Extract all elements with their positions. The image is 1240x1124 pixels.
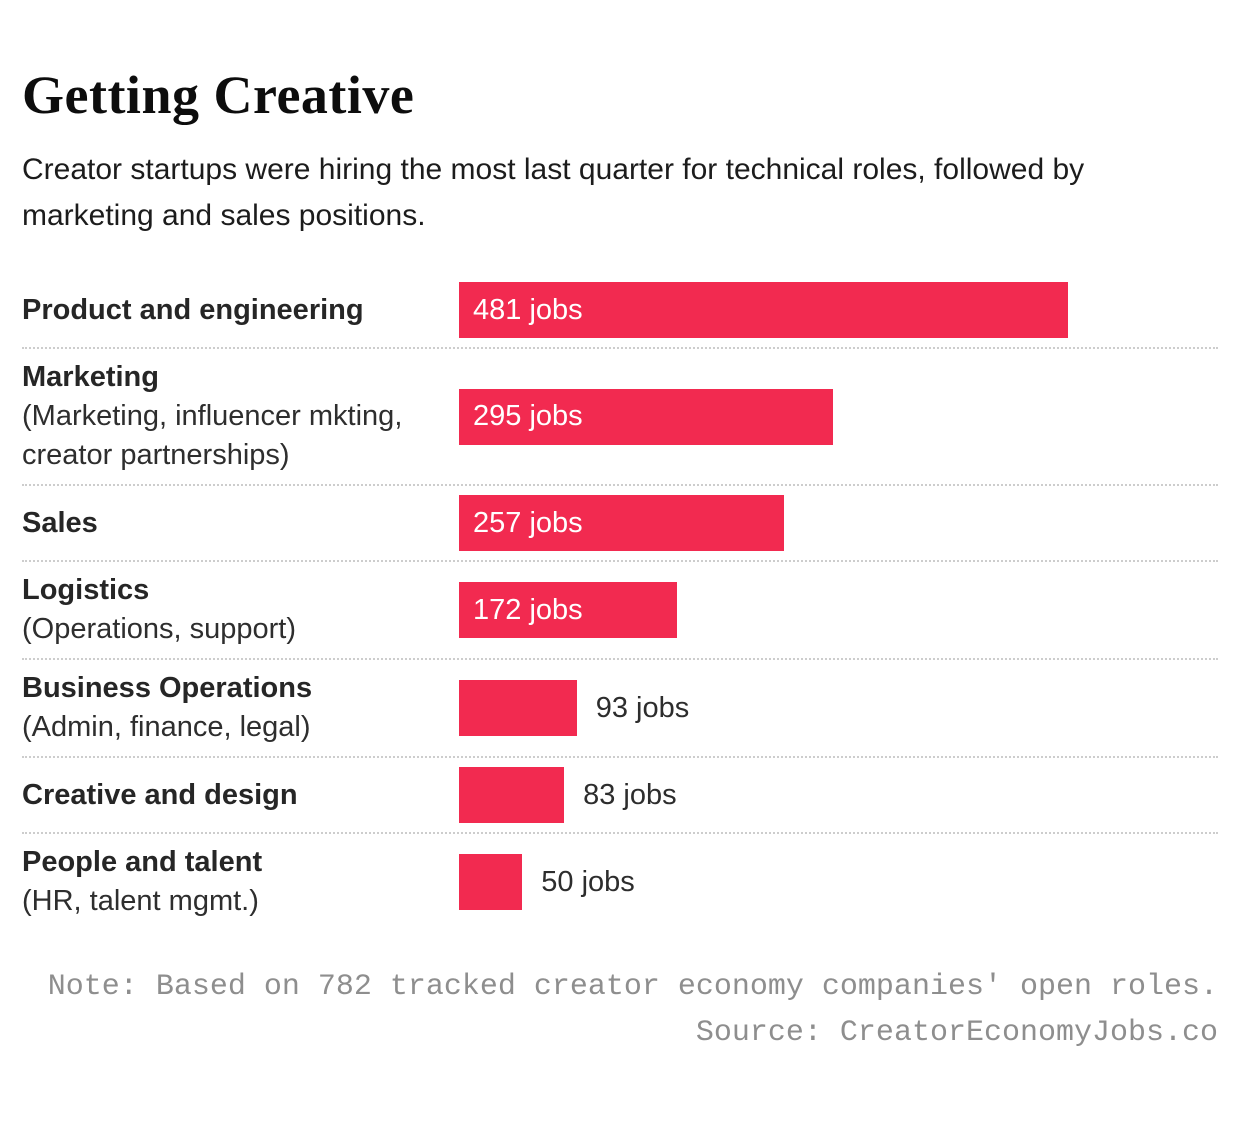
- bar-value-label: 50 jobs: [541, 865, 635, 898]
- bar-value-label: 257 jobs: [473, 506, 583, 539]
- chart-row: Marketing (Marketing, influencer mkting, …: [22, 349, 1218, 487]
- category-name: Creative and design: [22, 778, 298, 811]
- chart-row: People and talent (HR, talent mgmt.) 50 jo…: [22, 834, 1218, 930]
- bar-area: 172 jobs: [459, 582, 1218, 639]
- category-name: Marketing: [22, 361, 159, 394]
- bar-value-label: 481 jobs: [473, 293, 583, 326]
- footer: Note: Based on 782 tracked creator econo…: [22, 964, 1218, 1056]
- bar: 295 jobs: [459, 388, 833, 445]
- bar: [459, 854, 523, 911]
- bar: 481 jobs: [459, 282, 1068, 339]
- category-name: Product and engineering: [22, 293, 364, 326]
- bar: [459, 680, 577, 737]
- bar-value-label: 172 jobs: [473, 593, 583, 626]
- bar: [459, 767, 565, 824]
- chart-title: Getting Creative: [22, 65, 415, 125]
- category-label: Logistics (Operations, support): [22, 571, 459, 649]
- category-sublabel: (Marketing, influencer mkting, creator p…: [22, 400, 403, 472]
- source-text: Source: CreatorEconomyJobs.co: [695, 1016, 1218, 1051]
- category-name: Business Operations: [22, 672, 313, 705]
- bar-area: 50 jobs: [459, 854, 1218, 911]
- chart-row: Product and engineering 481 jobs: [22, 273, 1218, 350]
- bar-area: 481 jobs: [459, 282, 1218, 339]
- chart-row: Logistics (Operations, support) 172 jobs: [22, 562, 1218, 661]
- chart-row: Creative and design 83 jobs: [22, 758, 1218, 835]
- bar-value-label: 83 jobs: [583, 778, 677, 811]
- category-label: Product and engineering: [22, 291, 459, 330]
- category-label: Business Operations (Admin, finance, lega…: [22, 669, 459, 747]
- category-name: Logistics: [22, 574, 150, 607]
- bar-area: 295 jobs: [459, 388, 1218, 445]
- category-sublabel: (Admin, finance, legal): [22, 711, 311, 744]
- category-sublabel: (HR, talent mgmt.): [22, 885, 259, 918]
- category-label: People and talent (HR, talent mgmt.): [22, 843, 459, 921]
- category-name: Sales: [22, 506, 98, 539]
- category-label: Creative and design: [22, 776, 459, 815]
- bar: 172 jobs: [459, 582, 677, 639]
- bar-area: 83 jobs: [459, 767, 1218, 824]
- bar-area: 257 jobs: [459, 495, 1218, 552]
- bar-value-label: 93 jobs: [595, 691, 690, 724]
- chart-row: Sales 257 jobs: [22, 486, 1218, 563]
- category-label: Marketing (Marketing, influencer mkting, …: [22, 358, 459, 475]
- category-sublabel: (Operations, support): [22, 613, 297, 646]
- note-text: Note: Based on 782 tracked creator econo…: [47, 970, 1218, 1005]
- bar-value-label: 295 jobs: [473, 400, 583, 433]
- category-label: Sales: [22, 504, 459, 543]
- chart-subtitle: Creator startups were hiring the most la…: [22, 153, 1085, 233]
- bar: 257 jobs: [459, 495, 785, 552]
- bar-area: 93 jobs: [459, 680, 1218, 737]
- chart-row: Business Operations (Admin, finance, lega…: [22, 660, 1218, 759]
- bar-chart: Product and engineering 481 jobs Marketing…: [22, 273, 1218, 930]
- category-name: People and talent: [22, 846, 263, 879]
